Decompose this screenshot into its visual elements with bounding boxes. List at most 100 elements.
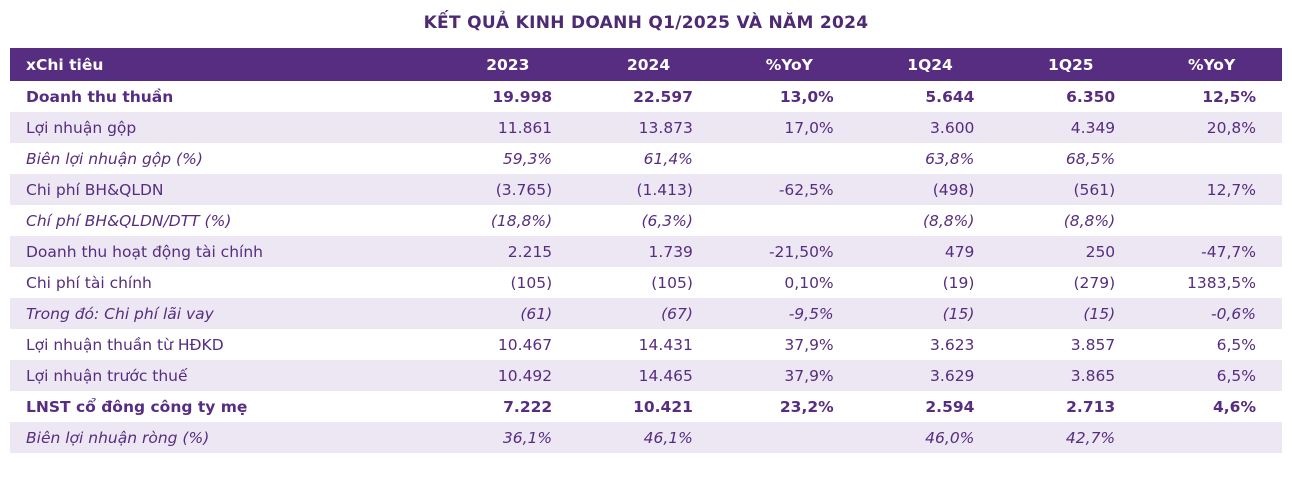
row-value: (3.765) [495, 180, 553, 199]
row-value [719, 205, 860, 236]
row-value: -21,50% [768, 242, 834, 261]
row-label: Chí phí BH&QLDN/DTT (%) [26, 211, 232, 230]
row-value: (67) [661, 304, 693, 323]
row-label: Chi phí BH&QLDN [26, 180, 164, 199]
row-value [1141, 205, 1282, 236]
row-value: 42,7% [1065, 428, 1116, 447]
page-title: KẾT QUẢ KINH DOANH Q1/2025 VÀ NĂM 2024 [423, 13, 869, 33]
row-value: 3.629 [930, 366, 975, 385]
row-value: 3.857 [1070, 335, 1116, 354]
row-value: (8,8%) [1063, 211, 1116, 230]
row-value: 5.644 [925, 87, 975, 106]
row-value: -9,5% [788, 304, 834, 323]
row-value: 479 [944, 242, 975, 261]
row-value: 6,5% [1216, 366, 1256, 385]
row-value: 19.998 [492, 87, 553, 106]
row-value: 13.873 [638, 118, 693, 137]
row-value: (279) [1073, 273, 1116, 292]
row-value [1141, 422, 1282, 453]
table-row: Trong đó: Chi phí lãi vay (61) (67) -9,5% (1… [10, 298, 1282, 329]
row-label: Lợi nhuận thuần từ HĐKD [26, 335, 224, 354]
row-label: Doanh thu thuần [26, 87, 174, 106]
column-header-1q24: 1Q24 [859, 48, 1001, 81]
row-value: 37,9% [784, 335, 834, 354]
row-value: (8,8%) [922, 211, 975, 230]
column-header-2023: 2023 [437, 48, 579, 81]
row-value: 10.492 [497, 366, 553, 385]
row-value: 3.600 [930, 118, 975, 137]
row-label: Biên lợi nhuận gộp (%) [26, 149, 203, 168]
row-value: 46,0% [925, 428, 975, 447]
row-value: (6,3%) [641, 211, 693, 230]
row-value: 22.597 [633, 87, 693, 106]
row-value [1141, 143, 1282, 174]
row-value: 1383,5% [1187, 273, 1256, 292]
row-value: 10.467 [497, 335, 553, 354]
row-value: -62,5% [778, 180, 834, 199]
table-row: Doanh thu hoạt động tài chính 2.215 1.739 -… [10, 236, 1282, 267]
column-header-yoy-quarter: %YoY [1141, 48, 1282, 81]
row-value: 20,8% [1206, 118, 1256, 137]
row-value: 4,6% [1213, 397, 1256, 416]
row-label: Biên lợi nhuận ròng (%) [26, 428, 210, 447]
row-value: 14.465 [638, 366, 693, 385]
row-value: (61) [520, 304, 553, 323]
row-value [719, 422, 860, 453]
row-value: -0,6% [1211, 304, 1256, 323]
table-body: Doanh thu thuần 19.998 22.597 13,0% 5.644 6.3… [10, 81, 1282, 453]
row-value: 36,1% [502, 428, 553, 447]
table-row: Chi phí BH&QLDN (3.765) (1.413) -62,5% (498)… [10, 174, 1282, 205]
row-value: 2.594 [925, 397, 975, 416]
row-label: Lợi nhuận trước thuế [26, 366, 188, 385]
table-header-row: xChi tiêu 2023 2024 %YoY 1Q24 1Q25 %YoY [10, 48, 1282, 81]
row-value: 1.739 [648, 242, 693, 261]
row-value: 68,5% [1065, 149, 1116, 168]
row-value: 6,5% [1216, 335, 1256, 354]
table-row: Lợi nhuận thuần từ HĐKD 10.467 14.431 37,9%… [10, 329, 1282, 360]
row-value [719, 143, 860, 174]
row-value: 11.861 [497, 118, 553, 137]
row-value: 13,0% [779, 87, 834, 106]
row-value: 250 [1085, 242, 1116, 261]
row-value: (561) [1073, 180, 1116, 199]
row-value: 14.431 [638, 335, 693, 354]
row-value: 23,2% [779, 397, 834, 416]
row-value: 3.865 [1070, 366, 1116, 385]
row-value: 4.349 [1070, 118, 1116, 137]
row-label: Doanh thu hoạt động tài chính [26, 242, 263, 261]
row-value: (15) [942, 304, 975, 323]
row-value: 59,3% [502, 149, 553, 168]
row-label: Chi phí tài chính [26, 273, 152, 292]
table-row: Lợi nhuận trước thuế 10.492 14.465 37,9% 3.6… [10, 360, 1282, 391]
financial-results-table: xChi tiêu 2023 2024 %YoY 1Q24 1Q25 %YoY … [10, 48, 1282, 453]
row-value: (15) [1083, 304, 1116, 323]
row-value: (498) [932, 180, 975, 199]
row-value: 7.222 [503, 397, 553, 416]
table-header: xChi tiêu 2023 2024 %YoY 1Q24 1Q25 %YoY [10, 48, 1282, 81]
row-value: 3.623 [930, 335, 975, 354]
row-value: 63,8% [925, 149, 975, 168]
row-label: Lợi nhuận gộp [26, 118, 137, 137]
table-row: Chí phí BH&QLDN/DTT (%) (18,8%) (6,3%) (8,8… [10, 205, 1282, 236]
table-row: Chi phí tài chính (105) (105) 0,10% (19) (279… [10, 267, 1282, 298]
row-value: 6.350 [1066, 87, 1116, 106]
row-value: (1.413) [636, 180, 693, 199]
row-value: (105) [651, 273, 693, 292]
row-value: 12,5% [1202, 87, 1256, 106]
row-value: 37,9% [784, 366, 834, 385]
table-row: Biên lợi nhuận ròng (%) 36,1% 46,1% 46,0% 42… [10, 422, 1282, 453]
column-header-chi-tieu: xChi tiêu [10, 48, 438, 81]
row-value: 2.713 [1066, 397, 1116, 416]
column-header-1q25: 1Q25 [1000, 48, 1142, 81]
row-value: -47,7% [1201, 242, 1256, 261]
row-value: 10.421 [633, 397, 693, 416]
row-value: 61,4% [643, 149, 693, 168]
row-label: LNST cổ đông công ty mẹ [26, 397, 248, 416]
row-value: (19) [942, 273, 975, 292]
row-value: 17,0% [784, 118, 834, 137]
column-header-2024: 2024 [578, 48, 719, 81]
row-value: 46,1% [643, 428, 693, 447]
table-row: Doanh thu thuần 19.998 22.597 13,0% 5.644 6.3… [10, 81, 1282, 112]
table-row: LNST cổ đông công ty mẹ 7.222 10.421 23,2% 2… [10, 391, 1282, 422]
row-value: 12,7% [1206, 180, 1256, 199]
